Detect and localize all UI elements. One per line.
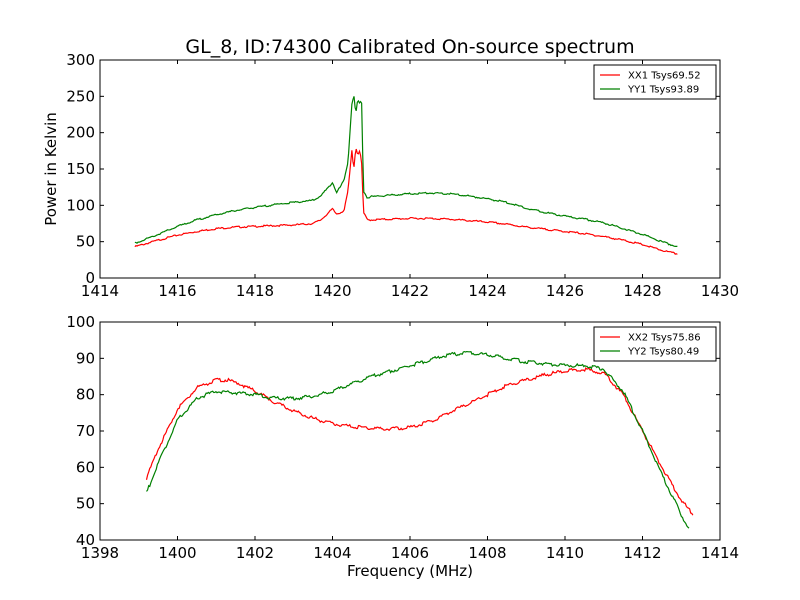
legend-label-1: XX1 Tsys69.52 [628, 71, 701, 82]
series-line-1 [134, 148, 678, 255]
x-tick-label: 1414 [81, 282, 119, 300]
y-tick-label: 300 [66, 51, 95, 69]
figure-title: GL_8, ID:74300 Calibrated On-source spec… [185, 36, 634, 58]
x-tick-label: 1406 [391, 544, 429, 562]
x-tick-label: 1398 [81, 544, 119, 562]
x-tick-label: 1418 [236, 282, 274, 300]
legend-label-2: YY2 Tsys80.49 [627, 347, 699, 358]
y-tick-label: 60 [76, 458, 95, 476]
legend: XX1 Tsys69.52 YY1 Tsys93.89 [593, 64, 717, 100]
y-tick-label: 0 [85, 269, 95, 287]
series-line-2 [146, 350, 690, 529]
x-tick-label: 1414 [701, 544, 739, 562]
x-tick-label: 1408 [468, 544, 506, 562]
y-tick-label: 70 [76, 422, 95, 440]
y-tick-label: 100 [66, 196, 95, 214]
x-tick-label: 1410 [546, 544, 584, 562]
legend-box [593, 326, 717, 362]
y-tick-label: 100 [66, 313, 95, 331]
x-tick-label: 1404 [313, 544, 351, 562]
y-tick-label: 50 [76, 495, 95, 513]
x-tick-label: 1428 [623, 282, 661, 300]
y-tick-label: 50 [76, 233, 95, 251]
legend-label-1: XX2 Tsys75.86 [628, 333, 701, 344]
y-tick-label: 80 [76, 386, 95, 404]
y-tick-label: 90 [76, 349, 95, 367]
x-tick-label: 1412 [623, 544, 661, 562]
x-tick-label: 1400 [158, 544, 196, 562]
x-tick-label: 1426 [546, 282, 584, 300]
x-axis-label: Frequency (MHz) [347, 562, 473, 580]
bottom-panel: 1398 1400 1402 1404 1406 1408 1410 1412 1414 40 50… [66, 313, 739, 580]
x-tick-label: 1420 [313, 282, 351, 300]
y-tick-label: 200 [66, 124, 95, 142]
legend-label-2: YY1 Tsys93.89 [627, 85, 699, 96]
series-line-2 [134, 96, 678, 247]
x-tick-label: 1422 [391, 282, 429, 300]
x-tick-label: 1424 [468, 282, 506, 300]
y-axis-label: Power in Kelvin [42, 112, 60, 226]
y-tick-label: 40 [76, 531, 95, 549]
x-tick-label: 1430 [701, 282, 739, 300]
x-tick-label: 1402 [236, 544, 274, 562]
y-tick-label: 250 [66, 87, 95, 105]
top-panel: 1414 1416 1418 1420 1422 1424 1426 1428 1430 0 50 1… [42, 51, 739, 300]
y-tick-label: 150 [66, 160, 95, 178]
legend-box [593, 64, 717, 100]
x-tick-label: 1416 [158, 282, 196, 300]
legend: XX2 Tsys75.86 YY2 Tsys80.49 [593, 326, 717, 362]
series-line-1 [145, 367, 694, 516]
